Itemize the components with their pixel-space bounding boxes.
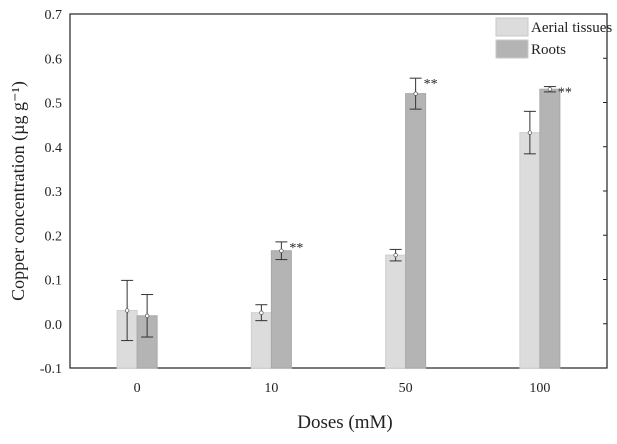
y-tick-label: 0.6 bbox=[45, 52, 63, 67]
mean-marker bbox=[124, 308, 130, 313]
legend: Aerial tissues Roots bbox=[495, 17, 612, 59]
y-tick-label: -0.1 bbox=[40, 362, 62, 377]
mean-marker bbox=[259, 310, 264, 315]
mean-marker bbox=[527, 130, 533, 135]
significance-annotation: ** bbox=[558, 86, 572, 101]
y-tick-label: 0.1 bbox=[45, 274, 63, 289]
legend-label: Aerial tissues bbox=[531, 20, 612, 36]
x-axis-label: Doses (mM) bbox=[297, 412, 393, 433]
mean-marker bbox=[547, 87, 553, 92]
significance-annotation: ** bbox=[289, 241, 303, 256]
legend-label: Roots bbox=[531, 42, 566, 58]
mean-marker bbox=[413, 91, 418, 96]
x-tick-label: 10 bbox=[264, 381, 278, 396]
y-tick-label: 0.2 bbox=[45, 229, 63, 244]
bar bbox=[405, 93, 427, 369]
x-tick-label: 0 bbox=[134, 381, 141, 396]
bar bbox=[539, 88, 561, 369]
mean-marker bbox=[144, 313, 150, 318]
x-tick-label: 100 bbox=[529, 381, 550, 396]
bar bbox=[519, 132, 541, 369]
significance-annotation: ** bbox=[424, 77, 438, 92]
y-axis-label: Copper concentration (µg g⁻¹) bbox=[8, 81, 29, 301]
mean-marker bbox=[393, 253, 398, 258]
legend-swatch bbox=[495, 17, 529, 37]
y-tick-label: 0.5 bbox=[45, 97, 63, 112]
bar bbox=[385, 254, 407, 369]
legend-swatch bbox=[495, 39, 529, 59]
mean-marker bbox=[279, 248, 284, 253]
x-tick-label: 50 bbox=[399, 381, 413, 396]
y-tick-label: 0.0 bbox=[45, 318, 63, 333]
y-tick-label: 0.4 bbox=[45, 141, 63, 156]
y-tick-label: 0.7 bbox=[45, 8, 63, 23]
y-tick-label: 0.3 bbox=[45, 185, 63, 200]
bar bbox=[270, 250, 292, 369]
